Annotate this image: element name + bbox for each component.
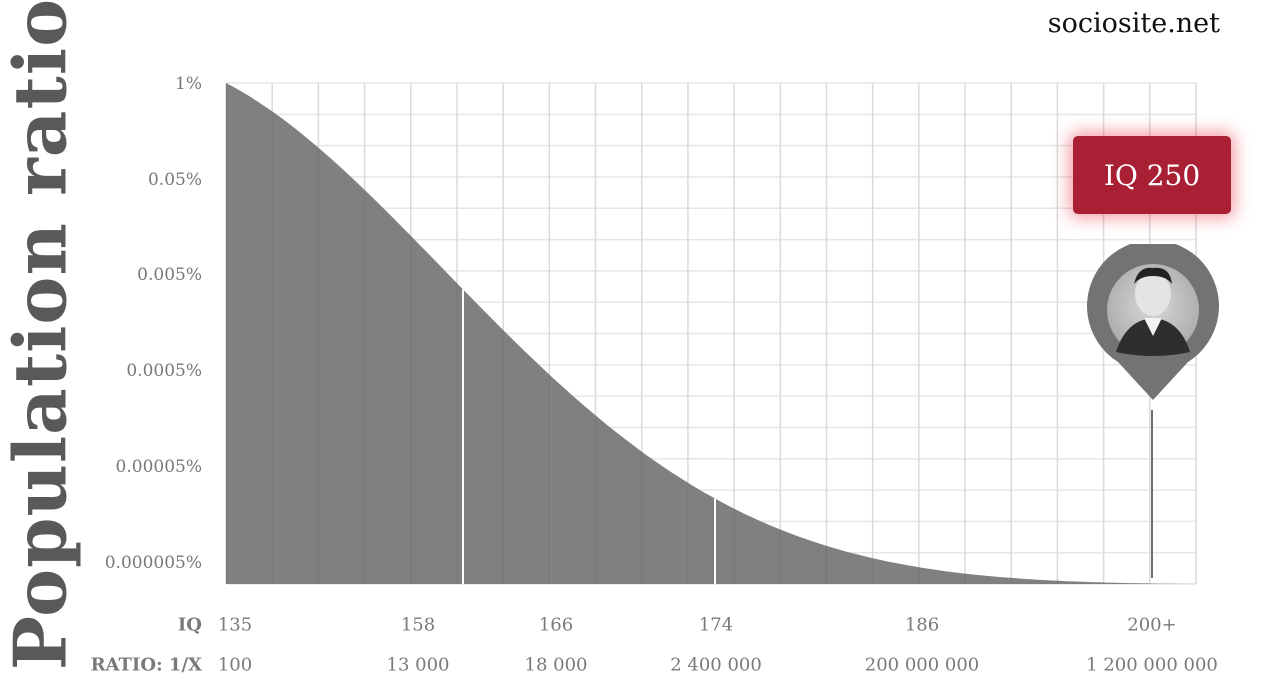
reference-lines	[462, 289, 716, 584]
x-tick-label: 13 000	[386, 654, 450, 676]
x-tick-label: 200+	[1127, 614, 1177, 636]
x-tick-label: 1 200 000 000	[1086, 654, 1218, 676]
annotation-pin-line	[1151, 410, 1153, 578]
population-area	[226, 83, 1196, 584]
x-tick-label: 186	[904, 614, 940, 636]
x-tick-label: 200 000 000	[864, 654, 980, 676]
y-tick-label: 0.0005%	[126, 361, 202, 381]
y-tick-label: 1%	[175, 74, 202, 94]
x-tick-label: 174	[698, 614, 734, 636]
y-tick-label: 0.005%	[137, 265, 202, 285]
x-tick-label: 166	[538, 614, 574, 636]
portrait-pin-icon	[1087, 244, 1219, 400]
iq-250-badge: IQ 250	[1073, 136, 1231, 214]
x-tick-label: 158	[400, 614, 436, 636]
x-row-label: RATIO: 1/X	[90, 654, 202, 676]
x-tick-label: 18 000	[524, 654, 588, 676]
site-brand[interactable]: sociosite.net	[1047, 8, 1220, 39]
x-tick-label: 135	[217, 614, 253, 636]
x-tick-label: 100	[217, 654, 253, 676]
chart-area-group	[225, 83, 1197, 584]
x-tick-label: 2 400 000	[670, 654, 762, 676]
x-row-label: IQ	[177, 614, 202, 636]
y-tick-label: 0.000005%	[104, 553, 202, 573]
y-tick-label: 0.00005%	[115, 457, 202, 477]
y-tick-label: 0.05%	[147, 170, 202, 190]
